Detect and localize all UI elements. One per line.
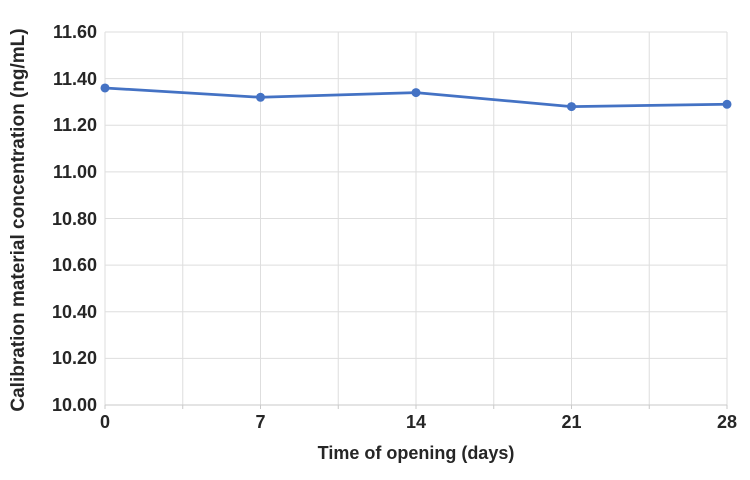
y-tick-label: 11.00: [52, 161, 97, 182]
x-axis-title: Time of opening (days): [317, 443, 515, 463]
data-point-marker: [100, 83, 110, 93]
y-tick-label: 10.60: [51, 255, 97, 276]
data-point-marker: [256, 92, 265, 102]
x-tick-label: 14: [405, 412, 427, 432]
y-tick-label: 10.00: [51, 395, 97, 415]
y-tick-label: 10.80: [51, 208, 97, 229]
x-tick-label: 21: [561, 412, 582, 432]
x-tick-label: 0: [99, 412, 110, 432]
y-tick-label: 11.60: [52, 22, 97, 42]
x-tick-label: 7: [255, 412, 266, 432]
x-tick-label: 28: [716, 412, 738, 432]
data-point-marker: [411, 88, 421, 98]
y-tick-label: 11.40: [52, 68, 97, 89]
y-tick-label: 11.20: [52, 115, 97, 136]
y-tick-label: 10.40: [51, 301, 97, 322]
data-point-marker: [722, 99, 732, 109]
y-tick-label: 10.20: [51, 348, 97, 369]
data-point-marker: [567, 102, 576, 112]
